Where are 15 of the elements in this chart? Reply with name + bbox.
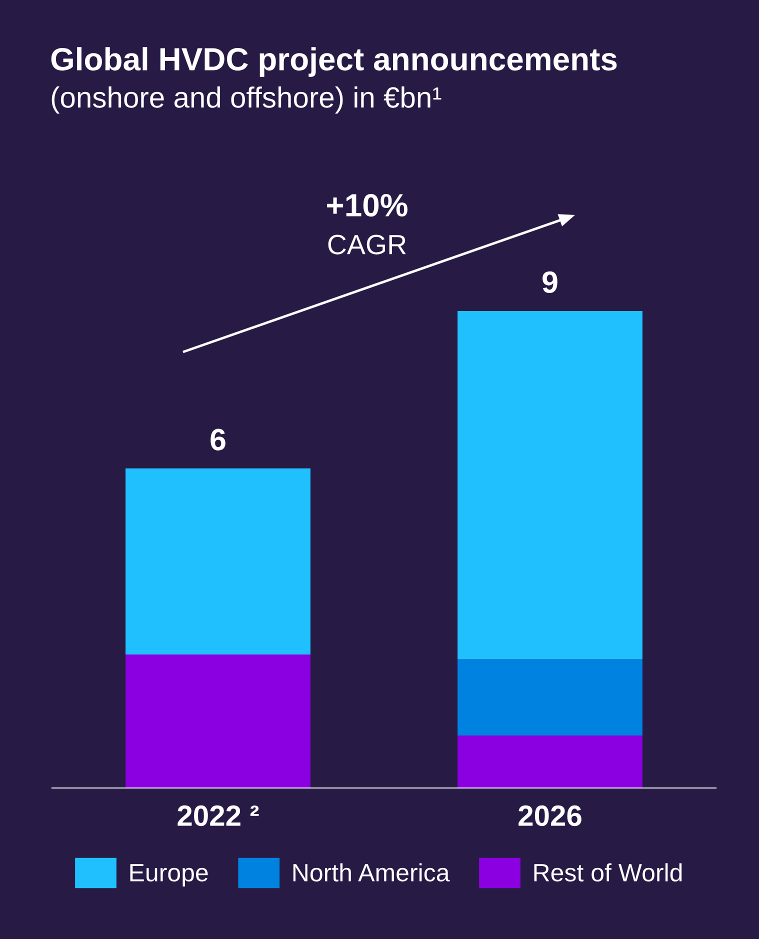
annotation: 6 <box>210 428 226 450</box>
bar <box>126 468 310 654</box>
bar <box>458 736 642 788</box>
x-tick-label: 2022 ² <box>178 805 259 826</box>
chart-subtitle: (onshore and offshore) in €bn¹ <box>52 86 442 114</box>
legend-label: Europe <box>130 864 208 886</box>
text: +10% <box>327 194 408 217</box>
x-tick-label: 2026 <box>518 805 582 826</box>
legend-label: Rest of World <box>534 863 682 882</box>
bar <box>126 654 310 788</box>
annotation: 9 <box>542 271 558 294</box>
text: CAGR <box>328 234 406 254</box>
bar <box>458 659 642 736</box>
chart-title: Global HVDC project announcements <box>51 47 617 77</box>
legend-label: North America <box>293 863 450 882</box>
